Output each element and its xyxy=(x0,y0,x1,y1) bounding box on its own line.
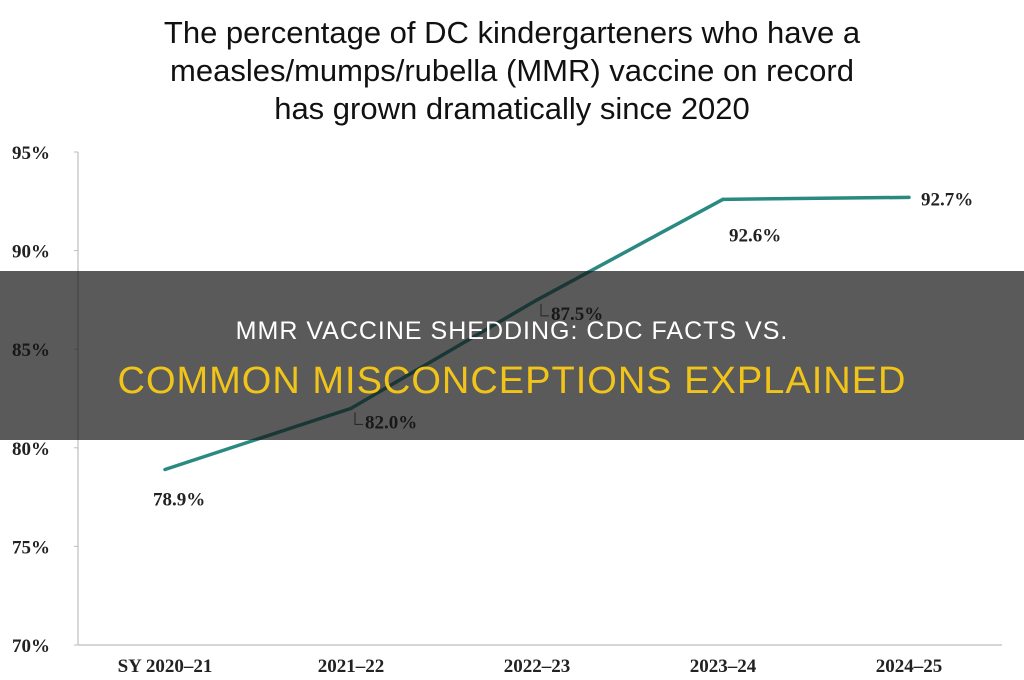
data-label: 78.9% xyxy=(153,489,205,510)
y-tick-label: 90% xyxy=(12,242,50,263)
y-tick-label: 80% xyxy=(12,439,50,460)
y-tick-label: 95% xyxy=(12,143,50,164)
data-label: 92.6% xyxy=(729,225,781,246)
x-tick-label: 2022–23 xyxy=(504,656,571,677)
chart-title: The percentage of DC kindergarteners who… xyxy=(163,15,861,126)
headline-line-1: MMR VACCINE SHEDDING: CDC FACTS VS. xyxy=(235,317,789,345)
data-label: 92.7% xyxy=(921,189,973,210)
y-tick-label: 75% xyxy=(12,537,50,558)
series-line-segment xyxy=(721,195,911,202)
y-tick-label: 70% xyxy=(12,636,50,657)
headline-line-2: COMMON MISCONCEPTIONS EXPLAINED xyxy=(117,360,907,402)
x-axis: SY 2020–21 2021–22 2022–23 2023–24 2024–25 xyxy=(78,644,1002,677)
x-tick-label: 2023–24 xyxy=(690,656,757,677)
x-tick-label: SY 2020–21 xyxy=(118,656,213,677)
x-tick-label: 2024–25 xyxy=(876,656,943,677)
x-tick-label: 2021–22 xyxy=(318,656,385,677)
headline-banner xyxy=(0,271,1024,440)
